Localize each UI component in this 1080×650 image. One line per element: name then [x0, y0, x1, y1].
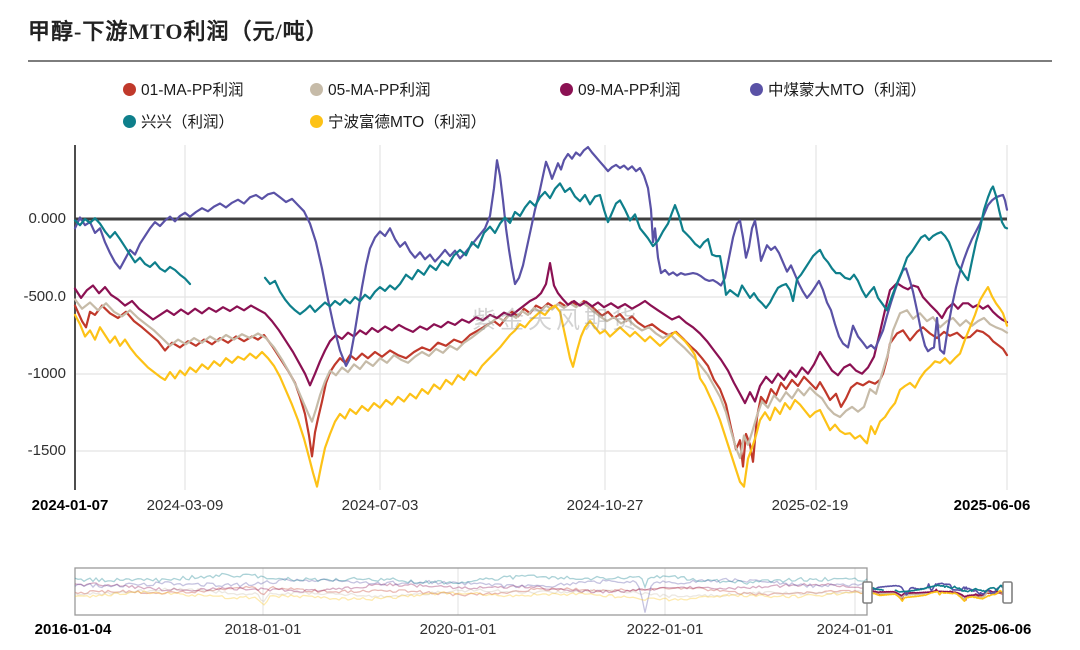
y-tick-0: 0.000: [28, 210, 66, 227]
series-line-1[interactable]: [73, 298, 1009, 460]
legend-dot-icon: [310, 82, 323, 96]
nav-series-faded-1: [74, 587, 868, 603]
x-tick-nav: 2024-01-01: [816, 621, 894, 638]
x-tick-main: 2024-10-27: [566, 497, 644, 514]
series-line-5[interactable]: [73, 286, 1009, 488]
x-tick-main-start: 2024-01-07: [31, 497, 109, 514]
nav-series-faded-0: [74, 585, 868, 597]
x-tick-nav-end: 2025-06-06: [954, 621, 1032, 638]
legend-item-ningbo-fude[interactable]: 宁波富德MTO（利润）: [310, 112, 487, 131]
legend-dot-icon: [560, 82, 573, 96]
y-tick-1000: -1000: [27, 365, 66, 382]
legend-label: 05-MA-PP利润: [328, 82, 431, 99]
x-tick-nav: 2022-01-01: [626, 621, 704, 638]
x-tick-nav-start: 2016-01-04: [34, 621, 112, 638]
nav-unselected-region[interactable]: [74, 567, 868, 616]
legend-label: 宁波富德MTO（利润）: [328, 114, 487, 131]
legend-dot-icon: [123, 82, 136, 96]
legend-dot-icon: [750, 82, 763, 96]
legend-item-09-ma-pp[interactable]: 09-MA-PP利润: [560, 80, 681, 99]
legend-item-xingxing[interactable]: 兴兴（利润）: [123, 112, 235, 131]
title-divider: [28, 60, 1052, 62]
legend-dot-icon: [123, 114, 136, 128]
legend-dot-icon: [310, 114, 323, 128]
nav-handle-left[interactable]: [862, 581, 873, 604]
y-tick-500: -500.0: [23, 288, 66, 305]
page-title: 甲醇-下游MTO利润（元/吨）: [28, 19, 329, 44]
nav-series-faded-5: [74, 590, 868, 606]
series-line-4[interactable]: [73, 182, 1009, 316]
x-tick-main: 2024-07-03: [341, 497, 419, 514]
legend-label: 兴兴（利润）: [141, 114, 235, 131]
nav-series-selected-3: [866, 582, 1004, 596]
series-line-2[interactable]: [73, 262, 1009, 405]
legend-item-05-ma-pp[interactable]: 05-MA-PP利润: [310, 80, 431, 99]
x-tick-nav: 2020-01-01: [419, 621, 497, 638]
legend-item-zhongmei-mengda[interactable]: 中煤蒙大MTO（利润）: [750, 80, 927, 99]
nav-series-faded-3: [74, 577, 868, 613]
series-line-3[interactable]: [73, 146, 1009, 367]
legend-item-01-ma-pp[interactable]: 01-MA-PP利润: [123, 80, 244, 99]
nav-series-selected-5: [866, 589, 1004, 602]
legend-label: 09-MA-PP利润: [578, 82, 681, 99]
x-tick-nav: 2018-01-01: [224, 621, 302, 638]
nav-series-faded-2: [74, 582, 868, 594]
y-tick-1500: -1500: [27, 442, 66, 459]
x-tick-main-end: 2025-06-06: [953, 497, 1031, 514]
x-tick-main: 2024-03-09: [146, 497, 224, 514]
nav-series-faded-4: [74, 572, 868, 590]
x-tick-main: 2025-02-19: [771, 497, 849, 514]
nav-handle-right[interactable]: [1002, 581, 1013, 604]
legend-label: 01-MA-PP利润: [141, 82, 244, 99]
legend-label: 中煤蒙大MTO（利润）: [768, 82, 927, 99]
